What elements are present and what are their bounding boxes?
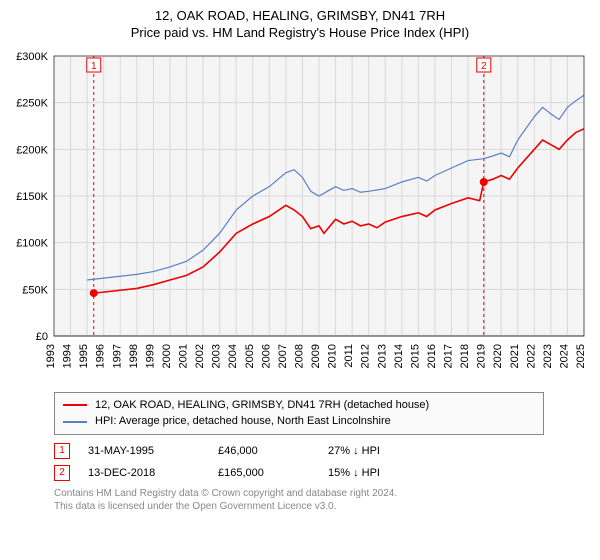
legend-row: 12, OAK ROAD, HEALING, GRIMSBY, DN41 7RH… [63, 397, 535, 414]
svg-text:2: 2 [481, 61, 487, 72]
svg-text:2007: 2007 [277, 344, 289, 368]
svg-text:£250K: £250K [16, 97, 48, 109]
txn-delta: 27% ↓ HPI [328, 445, 448, 457]
table-row: 1 31-MAY-1995 £46,000 27% ↓ HPI [54, 443, 590, 459]
legend-swatch-icon [63, 421, 87, 423]
legend-row: HPI: Average price, detached house, Nort… [63, 413, 535, 430]
footer-line: This data is licensed under the Open Gov… [54, 500, 590, 513]
legend-swatch-icon [63, 404, 87, 406]
legend-box: 12, OAK ROAD, HEALING, GRIMSBY, DN41 7RH… [54, 392, 544, 435]
line-chart-svg: £0 £50K £100K £150K £200K £250K £300K 1993 1994 1… [10, 46, 590, 386]
chart-container: 12, OAK ROAD, HEALING, GRIMSBY, DN41 7RH… [0, 0, 600, 560]
txn-date: 31-MAY-1995 [88, 445, 218, 457]
marker-badge: 1 [54, 443, 70, 459]
svg-text:1994: 1994 [62, 344, 74, 368]
svg-text:2012: 2012 [360, 344, 372, 368]
svg-text:2009: 2009 [310, 344, 322, 368]
svg-text:2023: 2023 [542, 344, 554, 368]
svg-text:2017: 2017 [443, 344, 455, 368]
svg-text:2004: 2004 [227, 344, 239, 368]
txn-delta: 15% ↓ HPI [328, 467, 448, 479]
svg-text:£300K: £300K [16, 51, 48, 63]
svg-text:2003: 2003 [211, 344, 223, 368]
svg-text:2025: 2025 [575, 344, 587, 368]
footer-line: Contains HM Land Registry data © Crown c… [54, 487, 590, 500]
svg-text:£50K: £50K [22, 284, 48, 296]
marker-badge: 2 [54, 465, 70, 481]
svg-text:2008: 2008 [293, 344, 305, 368]
footer-attribution: Contains HM Land Registry data © Crown c… [54, 487, 590, 513]
chart-title: 12, OAK ROAD, HEALING, GRIMSBY, DN41 7RH [10, 8, 590, 25]
chart-subtitle: Price paid vs. HM Land Registry's House … [10, 25, 590, 42]
chart-area: £0 £50K £100K £150K £200K £250K £300K 1993 1994 1… [10, 46, 590, 386]
legend-label: HPI: Average price, detached house, Nort… [95, 413, 391, 430]
svg-text:1995: 1995 [78, 344, 90, 368]
svg-text:2024: 2024 [558, 344, 570, 368]
txn-price: £165,000 [218, 467, 328, 479]
svg-text:2013: 2013 [376, 344, 388, 368]
svg-text:1996: 1996 [95, 344, 107, 368]
svg-text:2002: 2002 [194, 344, 206, 368]
svg-text:1999: 1999 [144, 344, 156, 368]
svg-text:2005: 2005 [244, 344, 256, 368]
legend-label: 12, OAK ROAD, HEALING, GRIMSBY, DN41 7RH… [95, 397, 429, 414]
svg-text:1993: 1993 [45, 344, 57, 368]
svg-text:2015: 2015 [409, 344, 421, 368]
svg-text:£100K: £100K [16, 237, 48, 249]
table-row: 2 13-DEC-2018 £165,000 15% ↓ HPI [54, 465, 590, 481]
txn-price: £46,000 [218, 445, 328, 457]
svg-text:£150K: £150K [16, 191, 48, 203]
svg-text:1997: 1997 [111, 344, 123, 368]
svg-text:2018: 2018 [459, 344, 471, 368]
svg-text:2019: 2019 [476, 344, 488, 368]
svg-text:1998: 1998 [128, 344, 140, 368]
svg-text:2022: 2022 [525, 344, 537, 368]
svg-text:2011: 2011 [343, 344, 355, 368]
svg-text:2020: 2020 [492, 344, 504, 368]
svg-text:2016: 2016 [426, 344, 438, 368]
transactions-table: 1 31-MAY-1995 £46,000 27% ↓ HPI 2 13-DEC… [54, 443, 590, 481]
svg-text:2000: 2000 [161, 344, 173, 368]
svg-text:1: 1 [91, 61, 97, 72]
svg-text:2001: 2001 [178, 344, 190, 368]
svg-text:2014: 2014 [393, 344, 405, 368]
svg-text:£200K: £200K [16, 144, 48, 156]
svg-text:2010: 2010 [327, 344, 339, 368]
svg-text:2006: 2006 [260, 344, 272, 368]
svg-text:2021: 2021 [509, 344, 521, 368]
svg-text:£0: £0 [36, 331, 48, 343]
txn-date: 13-DEC-2018 [88, 467, 218, 479]
